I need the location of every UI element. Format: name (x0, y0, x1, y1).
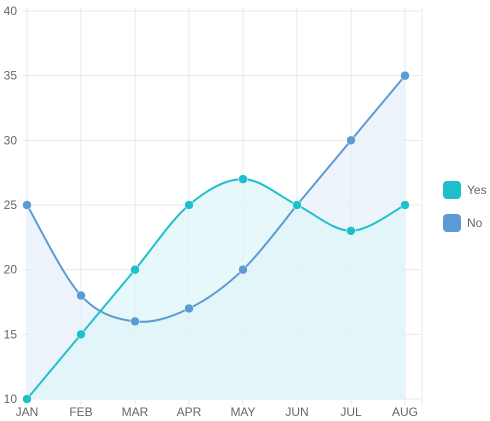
y-tick-label: 10 (4, 392, 18, 406)
series-line-no (26, 75, 406, 323)
legend: Yes No (443, 181, 487, 232)
y-tick-label: 25 (4, 198, 18, 212)
data-point-no[interactable] (184, 303, 194, 314)
data-point-yes[interactable] (238, 174, 248, 184)
data-point-no[interactable] (76, 290, 86, 301)
data-point-yes[interactable] (292, 200, 302, 210)
data-point-no[interactable] (346, 135, 356, 146)
y-tick-label: 15 (4, 327, 18, 341)
data-point-yes[interactable] (184, 200, 194, 210)
y-tick-label: 35 (4, 69, 18, 83)
legend-swatch-no[interactable] (443, 214, 461, 232)
data-point-no[interactable] (400, 70, 410, 81)
data-point-yes[interactable] (130, 264, 140, 275)
x-tick-label: AUG (392, 405, 418, 419)
data-point-yes[interactable] (346, 226, 356, 236)
x-tick-label: APR (177, 405, 202, 419)
series-area-yes (27, 179, 405, 399)
data-point-no[interactable] (22, 200, 32, 210)
data-point-yes[interactable] (76, 329, 86, 340)
y-tick-label: 20 (4, 263, 18, 277)
y-axis-ticks: 10 15 20 25 30 35 40 (4, 4, 18, 406)
series-fills (27, 75, 405, 400)
x-axis-ticks: JAN FEB MAR APR MAY JUN JUL AUG (16, 405, 418, 419)
legend-swatch-yes[interactable] (443, 181, 461, 199)
x-tick-label: FEB (69, 405, 92, 419)
y-tick-label: 30 (4, 133, 18, 147)
series-points (22, 70, 410, 404)
legend-label-no[interactable]: No (467, 216, 483, 230)
data-point-no[interactable] (238, 264, 248, 275)
data-point-yes[interactable] (22, 394, 32, 404)
x-tick-label: MAY (230, 405, 255, 419)
x-tick-label: JUL (340, 405, 362, 419)
data-point-yes[interactable] (400, 200, 410, 210)
legend-label-yes[interactable]: Yes (467, 183, 487, 197)
x-tick-label: JAN (16, 405, 39, 419)
x-tick-label: MAR (122, 405, 149, 419)
y-tick-label: 40 (4, 4, 18, 18)
x-tick-label: JUN (285, 405, 308, 419)
data-point-no[interactable] (130, 316, 140, 327)
